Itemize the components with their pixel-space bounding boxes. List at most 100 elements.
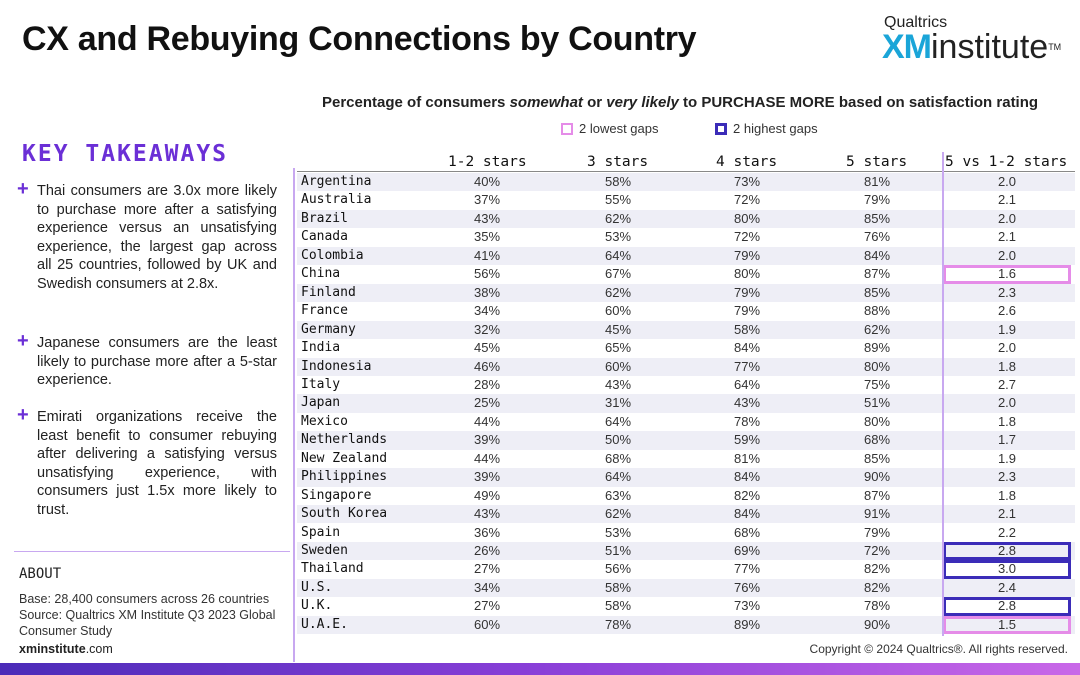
value-cell: 37% [473,192,501,208]
logo-institute-text: institute [931,28,1049,66]
value-cell: 85% [863,284,891,300]
value-cell: 84% [863,247,891,263]
value-cell: 78% [733,413,761,429]
table-row: Philippines 39% 64% 84% 90% 2.3 [297,468,1075,487]
table-row: Argentina 40% 58% 73% 81% 2.0 [297,173,1075,192]
country-label: India [301,340,341,356]
value-cell: 90% [863,616,891,632]
ratio-cell: 2.1 [997,192,1017,208]
table-row: Colombia 41% 64% 79% 84% 2.0 [297,246,1075,266]
country-label: France [301,303,348,319]
value-cell: 64% [604,247,632,263]
value-cell: 78% [604,616,632,632]
table-row: South Korea 43% 62% 84% 91% 2.1 [297,505,1075,524]
ratio-cell-low-gap: 1.5 [943,615,1071,635]
value-cell: 51% [863,395,891,411]
value-cell: 79% [863,192,891,208]
value-cell: 90% [863,469,891,485]
table-row: Japan 25% 31% 43% 51% 2.0 [297,394,1075,413]
column-header: 5 stars [846,154,908,170]
ratio-cell: 2.0 [997,340,1017,356]
value-cell: 43% [733,395,761,411]
country-label: Singapore [301,487,372,503]
value-cell: 73% [733,598,761,614]
site-link[interactable]: xminstitute.com [19,642,113,656]
value-cell: 88% [863,303,891,319]
value-cell: 72% [733,229,761,245]
value-cell: 73% [733,174,761,189]
country-label: China [301,266,341,282]
value-cell: 82% [863,579,891,595]
country-label: Colombia [301,247,364,263]
country-label: Germany [301,321,356,337]
subtitle-emphasis: very likely [606,94,679,111]
country-label: Argentina [301,174,372,189]
legend-label: 2 highest gaps [733,121,818,136]
about-text: Base: 28,400 consumers across 26 countri… [19,591,294,639]
value-cell: 44% [473,413,501,429]
plus-icon: + [17,330,29,352]
value-cell: 39% [473,469,501,485]
value-cell: 59% [733,432,761,448]
table-row: U.K. 27% 58% 73% 78% 2.8 [297,597,1075,616]
value-cell: 51% [604,543,632,558]
site-link-domain: .com [85,642,113,656]
value-cell: 58% [604,598,632,614]
value-cell: 87% [863,487,891,503]
table-row: Australia 37% 55% 72% 79% 2.1 [297,191,1075,209]
value-cell: 72% [863,543,891,558]
country-label: Finland [301,284,356,300]
value-cell: 58% [604,579,632,595]
legend-swatch-high [715,122,727,135]
table-row: Sweden 26% 51% 69% 72% 2.8 [297,542,1075,561]
ratio-cell: 1.9 [997,450,1017,466]
table-row: Mexico 44% 64% 78% 80% 1.8 [297,413,1075,431]
ratio-cell-low-gap: 1.6 [943,265,1071,284]
table-row: Netherlands 39% 50% 59% 68% 1.7 [297,431,1075,450]
table-row: Thailand 27% 56% 77% 82% 3.0 [297,560,1075,579]
value-cell: 82% [733,487,761,503]
value-cell: 84% [733,340,761,356]
value-cell: 45% [604,321,632,337]
plus-icon: + [17,404,29,426]
ratio-cell: 1.8 [997,487,1017,503]
table-row: Finland 38% 62% 79% 85% 2.3 [297,283,1075,303]
country-label: U.A.E. [301,616,348,632]
value-cell: 89% [733,616,761,632]
key-takeaways-title: KEY TAKEAWAYS [22,141,229,167]
value-cell: 68% [733,524,761,540]
value-cell: 87% [863,266,891,282]
value-cell: 79% [733,303,761,319]
value-cell: 76% [863,229,891,245]
ratio-cell: 1.9 [997,321,1017,337]
value-cell: 49% [473,487,501,503]
value-cell: 45% [473,340,501,356]
value-cell: 77% [733,561,761,577]
logo-wordmark: XMinstituteTM [882,30,1062,64]
value-cell: 84% [733,506,761,522]
table-row: Spain 36% 53% 68% 79% 2.2 [297,524,1075,542]
value-cell: 79% [863,524,891,540]
table-row: China 56% 67% 80% 87% 1.6 [297,265,1075,284]
value-cell: 35% [473,229,501,245]
ratio-cell-high-gap: 2.8 [943,597,1071,616]
logo-qualtrics-text: Qualtrics [884,14,948,31]
ratio-cell: 2.0 [997,210,1017,226]
country-label: Thailand [301,561,364,577]
logo-xm-text: XM [882,28,932,66]
country-label: U.K. [301,598,333,614]
subtitle-part: Percentage of consumers [322,94,510,111]
value-cell: 62% [604,210,632,226]
value-cell: 34% [473,579,501,595]
country-label: Italy [301,376,341,392]
qualtrics-xm-institute-logo[interactable]: Qualtrics XMinstituteTM [882,14,1062,64]
value-cell: 43% [473,210,501,226]
value-cell: 77% [733,358,761,374]
value-cell: 50% [604,432,632,448]
takeaway-item: + Thai consumers are 3.0x more likely to… [17,179,277,293]
value-cell: 63% [604,487,632,503]
value-cell: 68% [863,432,891,448]
table-row: France 34% 60% 79% 88% 2.6 [297,302,1075,320]
value-cell: 58% [733,321,761,337]
chart-subtitle: Percentage of consumers somewhat or very… [322,94,1038,111]
